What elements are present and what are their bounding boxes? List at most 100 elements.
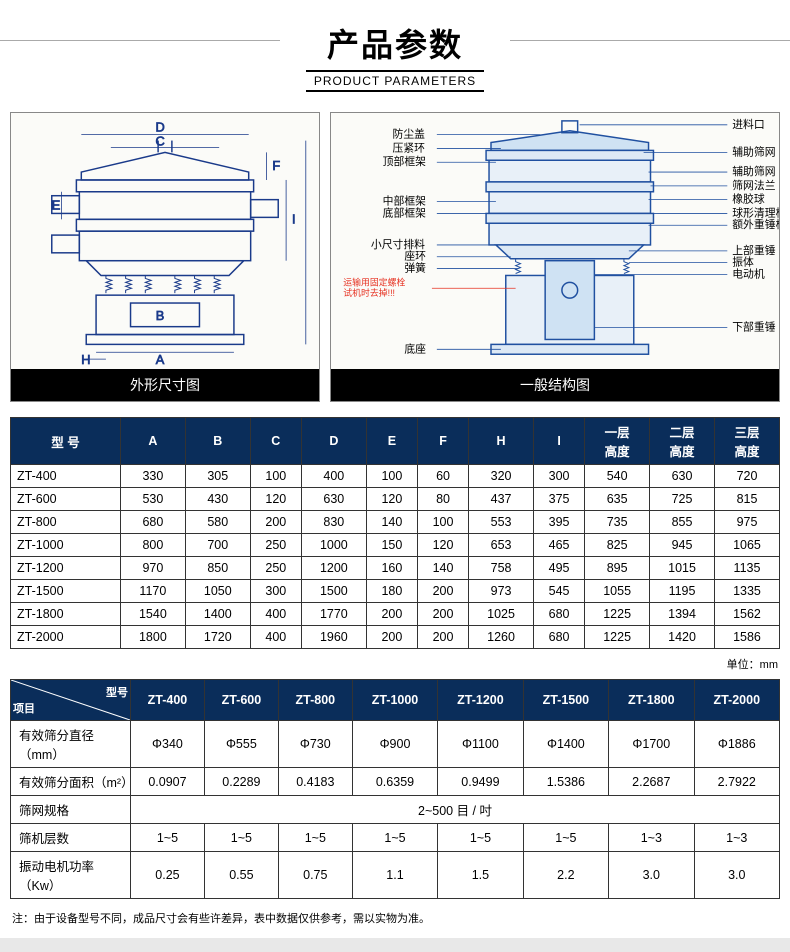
row-label: 筛网规格 bbox=[11, 796, 131, 824]
row-label: 振动电机功率（Kw） bbox=[11, 852, 131, 899]
table-cell: 2~500 目 / 吋 bbox=[131, 796, 780, 824]
table-cell: 1225 bbox=[585, 603, 650, 626]
table-cell: 720 bbox=[714, 465, 779, 488]
footnote: 注：由于设备型号不同，成品尺寸会有些许差异，表中数据仅供参考，需以实物为准。 bbox=[0, 904, 790, 938]
table-cell: ZT-1000 bbox=[11, 534, 121, 557]
table-cell: ZT-400 bbox=[11, 465, 121, 488]
svg-text:H: H bbox=[81, 352, 90, 367]
table-cell: 395 bbox=[534, 511, 585, 534]
table-row: ZT-1500117010503001500180200973545105511… bbox=[11, 580, 780, 603]
table-cell: 580 bbox=[185, 511, 250, 534]
table-cell: 815 bbox=[714, 488, 779, 511]
table-cell: 250 bbox=[250, 557, 301, 580]
table-cell: 120 bbox=[366, 488, 417, 511]
svg-text:E: E bbox=[52, 197, 61, 212]
table-cell: 758 bbox=[469, 557, 534, 580]
table-cell: 1394 bbox=[650, 603, 715, 626]
table-header: 一层高度 bbox=[585, 418, 650, 465]
table-cell: 495 bbox=[534, 557, 585, 580]
table-cell: 300 bbox=[250, 580, 301, 603]
table-cell: 1170 bbox=[120, 580, 185, 603]
lbl-auxscreen1: 辅助筛网 bbox=[732, 144, 775, 158]
main-title: 产品参数 bbox=[0, 20, 790, 66]
table-row: 有效筛分直径（mm）Φ340Φ555Φ730Φ900Φ1100Φ1400Φ170… bbox=[11, 721, 780, 768]
table-cell: 3.0 bbox=[694, 852, 779, 899]
table-cell: 945 bbox=[650, 534, 715, 557]
table-cell: ZT-1500 bbox=[11, 580, 121, 603]
row-label: 有效筛分面积（m²） bbox=[11, 768, 131, 796]
table-cell: 400 bbox=[301, 465, 366, 488]
table-row: ZT-1000800700250100015012065346582594510… bbox=[11, 534, 780, 557]
table-cell: Φ1700 bbox=[609, 721, 694, 768]
table-cell: 975 bbox=[714, 511, 779, 534]
table-cell: Φ555 bbox=[204, 721, 278, 768]
table-cell: ZT-800 bbox=[11, 511, 121, 534]
table-cell: 680 bbox=[120, 511, 185, 534]
table-cell: 400 bbox=[250, 626, 301, 649]
table-cell: 0.25 bbox=[131, 852, 205, 899]
title-section: 产品参数 PRODUCT PARAMETERS bbox=[0, 0, 790, 102]
table-cell: 1195 bbox=[650, 580, 715, 603]
table-header: I bbox=[534, 418, 585, 465]
table-cell: 1.5 bbox=[438, 852, 523, 899]
table-cell: 120 bbox=[250, 488, 301, 511]
table-cell: 680 bbox=[534, 603, 585, 626]
table-cell: 437 bbox=[469, 488, 534, 511]
table-cell: 0.4183 bbox=[278, 768, 352, 796]
lbl-spring: 弹簧 bbox=[404, 261, 426, 275]
table-cell: 1770 bbox=[301, 603, 366, 626]
table-cell: 200 bbox=[417, 603, 468, 626]
table-cell: 1586 bbox=[714, 626, 779, 649]
diagrams-row: D C F E I B A bbox=[0, 102, 790, 412]
table-cell: 300 bbox=[534, 465, 585, 488]
table-cell: 630 bbox=[301, 488, 366, 511]
table-cell: 120 bbox=[417, 534, 468, 557]
table-cell: ZT-1800 bbox=[11, 603, 121, 626]
lbl-screenflange: 筛网法兰 bbox=[732, 178, 775, 192]
svg-text:I: I bbox=[292, 211, 296, 226]
table-cell: 1~3 bbox=[694, 824, 779, 852]
table-cell: 1~5 bbox=[523, 824, 608, 852]
table-cell: 320 bbox=[469, 465, 534, 488]
table-cell: Φ730 bbox=[278, 721, 352, 768]
table-cell: 2.2 bbox=[523, 852, 608, 899]
table-cell: 800 bbox=[120, 534, 185, 557]
lbl-base: 底座 bbox=[404, 341, 426, 355]
table-cell: ZT-1200 bbox=[11, 557, 121, 580]
unit-note: 单位：mm bbox=[0, 654, 790, 674]
table-cell: 0.55 bbox=[204, 852, 278, 899]
table-row: 有效筛分面积（m²）0.09070.22890.41830.63590.9499… bbox=[11, 768, 780, 796]
table-cell: 830 bbox=[301, 511, 366, 534]
table-cell: 1540 bbox=[120, 603, 185, 626]
table-row: ZT-1800154014004001770200200102568012251… bbox=[11, 603, 780, 626]
table-header: 三层高度 bbox=[714, 418, 779, 465]
table-cell: 160 bbox=[366, 557, 417, 580]
table-cell: 970 bbox=[120, 557, 185, 580]
table-header: C bbox=[250, 418, 301, 465]
table-cell: 3.0 bbox=[609, 852, 694, 899]
table-cell: 200 bbox=[366, 603, 417, 626]
svg-text:试机时去掉!!!: 试机时去掉!!! bbox=[343, 287, 395, 298]
table-cell: Φ1886 bbox=[694, 721, 779, 768]
table-row: ZT-2000180017204001960200200126068012251… bbox=[11, 626, 780, 649]
table-cell: 250 bbox=[250, 534, 301, 557]
table-cell: 1960 bbox=[301, 626, 366, 649]
table-cell: 1.1 bbox=[352, 852, 437, 899]
lbl-smalloutlet: 小尺寸排料 bbox=[371, 237, 425, 251]
table-header: F bbox=[417, 418, 468, 465]
table-cell: 1200 bbox=[301, 557, 366, 580]
svg-text:A: A bbox=[156, 352, 165, 367]
table-row: 筛机层数1~51~51~51~51~51~51~31~3 bbox=[11, 824, 780, 852]
dimension-diagram: D C F E I B A bbox=[10, 112, 320, 402]
table-cell: 825 bbox=[585, 534, 650, 557]
table-cell: 465 bbox=[534, 534, 585, 557]
table-cell: 1~3 bbox=[609, 824, 694, 852]
svg-text:F: F bbox=[272, 158, 280, 173]
table-cell: 1055 bbox=[585, 580, 650, 603]
table-cell: 1025 bbox=[469, 603, 534, 626]
lbl-inlet: 进料口 bbox=[732, 117, 764, 131]
table-cell: 1~5 bbox=[352, 824, 437, 852]
table-cell: ZT-2000 bbox=[11, 626, 121, 649]
table-header: B bbox=[185, 418, 250, 465]
svg-text:C: C bbox=[155, 133, 164, 148]
